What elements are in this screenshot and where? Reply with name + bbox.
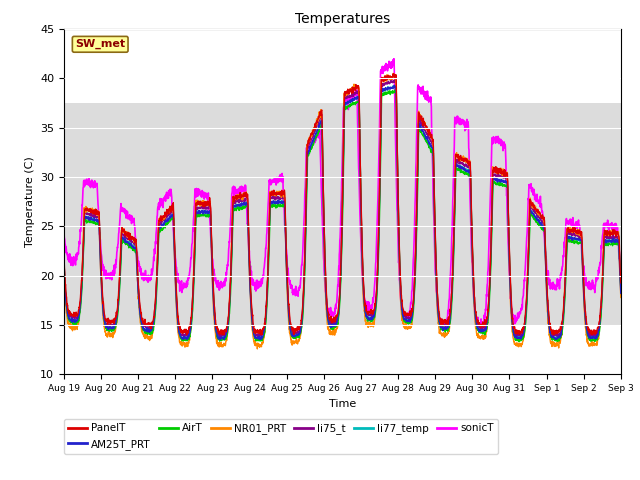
Legend: PanelT, AM25T_PRT, AirT, NR01_PRT, li75_t, li77_temp, sonicT: PanelT, AM25T_PRT, AirT, NR01_PRT, li75_… [64,420,498,454]
Title: Temperatures: Temperatures [295,12,390,26]
Bar [64,103,621,325]
Y-axis label: Temperature (C): Temperature (C) [24,156,35,247]
X-axis label: Time: Time [329,399,356,408]
Text: SW_met: SW_met [75,39,125,49]
